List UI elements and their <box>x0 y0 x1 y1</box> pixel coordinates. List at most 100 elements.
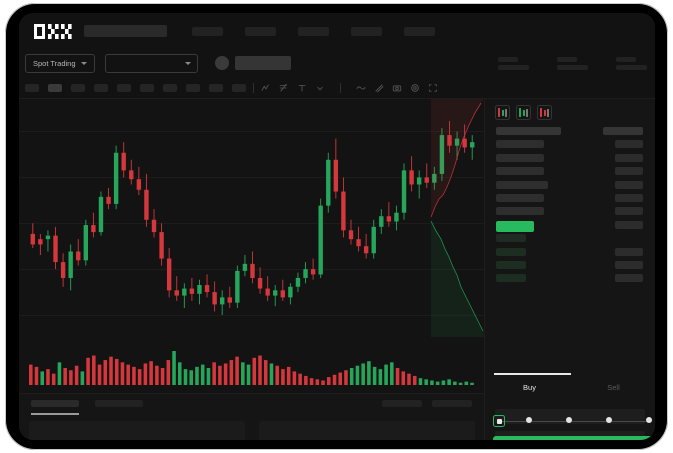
trade-form-tabs: Buy Sell <box>485 373 655 401</box>
ask-size-cell <box>615 180 643 189</box>
tab-order-history[interactable] <box>95 400 143 407</box>
header-nav <box>192 26 435 36</box>
search-input[interactable] <box>84 25 167 37</box>
timeframe-button-2[interactable] <box>71 83 85 92</box>
orderbook-ask-row[interactable] <box>485 193 655 204</box>
tab-sell[interactable]: Sell <box>607 383 620 392</box>
bid-size-cell <box>615 247 643 256</box>
text-annotation-icon[interactable] <box>297 83 307 93</box>
pair-selector[interactable] <box>104 53 198 73</box>
orderbook-ask-row[interactable] <box>485 167 655 177</box>
orderbook-current-price-row[interactable] <box>485 220 655 232</box>
timeframe-group <box>25 83 246 92</box>
current-size-cell <box>615 220 643 229</box>
ask-price-cell <box>496 153 544 162</box>
stepper-track <box>500 420 652 422</box>
orderbook-view-modes <box>485 99 655 120</box>
nav-item-2[interactable] <box>298 26 329 36</box>
market-stats <box>498 56 647 70</box>
tab-open-orders[interactable] <box>31 400 79 407</box>
active-trade-tab-indicator <box>494 373 571 375</box>
stepper-step-1-active[interactable] <box>493 415 505 427</box>
bid-size-cell <box>615 274 643 283</box>
fullscreen-icon[interactable] <box>428 83 438 93</box>
chevron-down-icon[interactable] <box>315 83 325 93</box>
stat-value <box>498 64 529 70</box>
okx-logo[interactable] <box>34 23 72 39</box>
timeframe-button-7[interactable] <box>186 83 200 92</box>
market-type-dropdown[interactable]: Spot Trading <box>25 53 95 73</box>
ask-size-cell <box>615 207 643 216</box>
stat-label <box>616 56 636 62</box>
orders-action-0[interactable] <box>382 400 422 407</box>
stat-block-0 <box>498 56 529 70</box>
orders-actions <box>382 400 472 407</box>
stepper-step-5[interactable] <box>646 417 652 423</box>
ask-price-cell <box>496 167 544 176</box>
both-depth-icon[interactable] <box>495 105 510 120</box>
nav-item-0[interactable] <box>192 26 223 36</box>
tab-buy[interactable]: Buy <box>523 383 536 392</box>
orderbook-ask-row[interactable] <box>485 180 655 191</box>
orderbook-bid-row[interactable] <box>485 260 655 271</box>
ask-size-cell <box>603 127 643 135</box>
bid-price-cell <box>496 234 526 243</box>
timeframe-button-5[interactable] <box>140 83 154 92</box>
active-tab-indicator <box>31 413 79 415</box>
logo-letter-k <box>47 23 59 39</box>
nav-item-3[interactable] <box>351 26 382 36</box>
bids-only-icon[interactable] <box>516 105 531 120</box>
toolbar-divider <box>253 82 254 93</box>
ask-size-cell <box>615 153 643 162</box>
orderbook-ask-row[interactable] <box>485 140 655 150</box>
stat-value <box>616 64 647 70</box>
fib-retracement-icon[interactable] <box>279 83 289 93</box>
orderbook-bid-row[interactable] <box>485 247 655 258</box>
timeframe-button-0[interactable] <box>25 83 39 92</box>
ask-price-cell <box>496 140 544 149</box>
stat-block-2 <box>616 56 647 70</box>
volume-histogram[interactable] <box>19 337 484 393</box>
timeframe-button-3[interactable] <box>94 83 108 92</box>
timeframe-button-8[interactable] <box>209 83 223 92</box>
orderbook-bid-row[interactable] <box>485 274 655 284</box>
stepper-step-4[interactable] <box>606 417 612 423</box>
bid-price-cell <box>496 274 526 283</box>
ask-price-cell <box>496 127 561 135</box>
stepper-step-2[interactable] <box>526 417 532 423</box>
order-field-1[interactable] <box>495 431 645 440</box>
primary-cta-button[interactable] <box>493 436 655 440</box>
nav-item-1[interactable] <box>245 26 276 36</box>
orders-panel-left <box>29 421 245 440</box>
price-display <box>214 56 291 70</box>
timeframe-button-6[interactable] <box>163 83 177 92</box>
orderbook-rows[interactable] <box>485 127 655 288</box>
chevron-down-icon <box>184 61 191 65</box>
candlestick-chart[interactable] <box>19 99 484 337</box>
timeframe-button-1[interactable] <box>48 83 62 92</box>
magnet-icon[interactable] <box>374 83 384 93</box>
camera-icon[interactable] <box>392 83 402 93</box>
trend-line-icon[interactable] <box>261 83 271 93</box>
chart-toolbar <box>19 77 655 99</box>
orderbook-ask-row[interactable] <box>485 153 655 164</box>
orders-panel-right <box>259 421 475 440</box>
gridline-4 <box>19 315 484 316</box>
timeframe-button-9[interactable] <box>232 83 246 92</box>
timeframe-button-4[interactable] <box>117 83 131 92</box>
orderbook-ask-row[interactable] <box>485 207 655 217</box>
orders-action-1[interactable] <box>432 400 472 407</box>
orderbook-panel: Buy Sell <box>484 99 655 440</box>
market-subbar: Spot Trading <box>19 49 655 77</box>
ask-price-cell <box>496 180 548 189</box>
stepper-step-3[interactable] <box>566 417 572 423</box>
settings-gear-icon[interactable] <box>410 83 420 93</box>
asks-only-icon[interactable] <box>537 105 552 120</box>
orderbook-bid-row[interactable] <box>485 234 655 244</box>
stat-value <box>557 64 588 70</box>
indicator-wave-icon[interactable] <box>356 83 366 93</box>
orderbook-ask-row[interactable] <box>485 127 655 137</box>
nav-item-4[interactable] <box>404 26 435 36</box>
gridline-2 <box>19 223 484 224</box>
candle-series <box>30 121 475 315</box>
